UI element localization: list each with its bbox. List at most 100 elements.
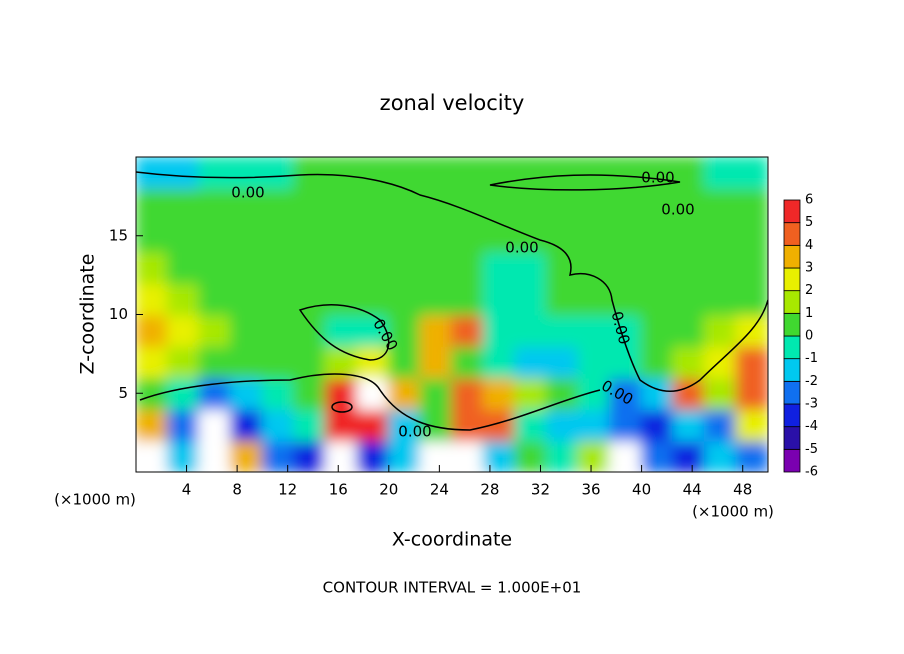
- field-cell: [198, 345, 232, 379]
- colorbar-label: -2: [805, 374, 818, 389]
- field: [136, 157, 768, 472]
- colorbar-segment: [783, 199, 801, 224]
- field-cell: [356, 250, 390, 284]
- field-cell: [703, 376, 738, 410]
- field-cell: [545, 439, 580, 472]
- field-cell: [672, 408, 706, 442]
- field-cell: [545, 219, 580, 253]
- colorbar-label: -5: [805, 442, 818, 457]
- field-cell: [451, 376, 485, 410]
- x-tick-label: 8: [232, 481, 242, 499]
- field-cell: [356, 439, 390, 472]
- x-tick-label: 40: [632, 481, 651, 499]
- field-cell: [293, 282, 327, 316]
- field-cell: [703, 313, 738, 347]
- x-tick-label: 16: [329, 481, 348, 499]
- field-cell: [136, 408, 169, 442]
- colorbar-segment: [783, 448, 801, 473]
- field-cell: [387, 345, 422, 379]
- field-cell: [577, 408, 611, 442]
- field-cell: [703, 250, 738, 284]
- colorbar-label: 3: [805, 261, 813, 276]
- field-cell: [229, 282, 264, 316]
- field-cell: [166, 219, 201, 253]
- field-cell: [577, 219, 611, 253]
- x-unit-label: (×1000 m): [54, 491, 136, 509]
- colorbar-segment: [783, 335, 801, 360]
- field-cell: [451, 250, 485, 284]
- field-cell: [419, 157, 453, 190]
- x-tick-label: 24: [430, 481, 449, 499]
- colorbar-label: 5: [805, 215, 813, 230]
- field-cell: [198, 408, 232, 442]
- field-cell: [229, 219, 264, 253]
- field-cell: [735, 187, 768, 221]
- field-cell: [672, 376, 706, 410]
- y-tick-label: 10: [109, 305, 128, 323]
- field-cell: [514, 408, 548, 442]
- field-cell: [261, 345, 295, 379]
- contour-label: 0.00: [505, 239, 538, 257]
- field-cell: [166, 439, 201, 472]
- field-cell: [198, 250, 232, 284]
- field-cell: [166, 282, 201, 316]
- field-cell: [324, 313, 359, 347]
- colorbar-segment: [783, 358, 801, 382]
- field-cell: [356, 313, 390, 347]
- field-cell: [672, 187, 706, 221]
- field-cell: [640, 376, 675, 410]
- field-cell: [198, 313, 232, 347]
- colorbar-segment: [783, 290, 801, 314]
- field-cell: [356, 157, 390, 190]
- field-cell: [419, 187, 453, 221]
- field-cell: [577, 282, 611, 316]
- colorbar-segment: [783, 380, 801, 405]
- field-cell: [609, 408, 643, 442]
- field-cell: [261, 313, 295, 347]
- field-cell: [672, 313, 706, 347]
- field-cell: [609, 157, 643, 190]
- field-cell: [419, 376, 453, 410]
- field-cell: [324, 157, 359, 190]
- field-cell: [293, 376, 327, 410]
- contour-note: CONTOUR INTERVAL = 1.000E+01: [323, 579, 582, 597]
- colorbar-segment: [783, 267, 801, 292]
- field-cell: [356, 187, 390, 221]
- contour-line: [139, 373, 601, 431]
- colorbar-label: -3: [805, 397, 818, 412]
- x-tick-label: 28: [480, 481, 499, 499]
- field-cell: [261, 219, 295, 253]
- field-cell: [545, 313, 580, 347]
- field-cell: [514, 376, 548, 410]
- field-cell: [577, 157, 611, 190]
- field-cell: [166, 376, 201, 410]
- field-cell: [672, 250, 706, 284]
- field-cell: [703, 408, 738, 442]
- field-cell: [293, 187, 327, 221]
- colorbar-segment: [783, 426, 801, 450]
- field-cell: [166, 408, 201, 442]
- field-cell: [261, 282, 295, 316]
- field-cell: [324, 187, 359, 221]
- field-cell: [640, 408, 675, 442]
- field-cell: [419, 219, 453, 253]
- field-cell: [293, 219, 327, 253]
- field-cell: [261, 439, 295, 472]
- colorbar-label: 1: [805, 306, 813, 321]
- field-cell: [136, 282, 169, 316]
- field-cell: [387, 376, 422, 410]
- y-tick-label: 15: [109, 226, 128, 244]
- colorbar-segment: [783, 403, 801, 428]
- field-cell: [577, 250, 611, 284]
- field-cell: [735, 157, 768, 190]
- field-cell: [356, 219, 390, 253]
- field-cell: [577, 376, 611, 410]
- field-cell: [640, 345, 675, 379]
- field-cell: [609, 250, 643, 284]
- x-tick-label: 20: [379, 481, 398, 499]
- field-cell: [293, 408, 327, 442]
- field-cell: [229, 439, 264, 472]
- x-tick-label: 48: [733, 481, 752, 499]
- field-cell: [703, 157, 738, 190]
- field-cell: [261, 187, 295, 221]
